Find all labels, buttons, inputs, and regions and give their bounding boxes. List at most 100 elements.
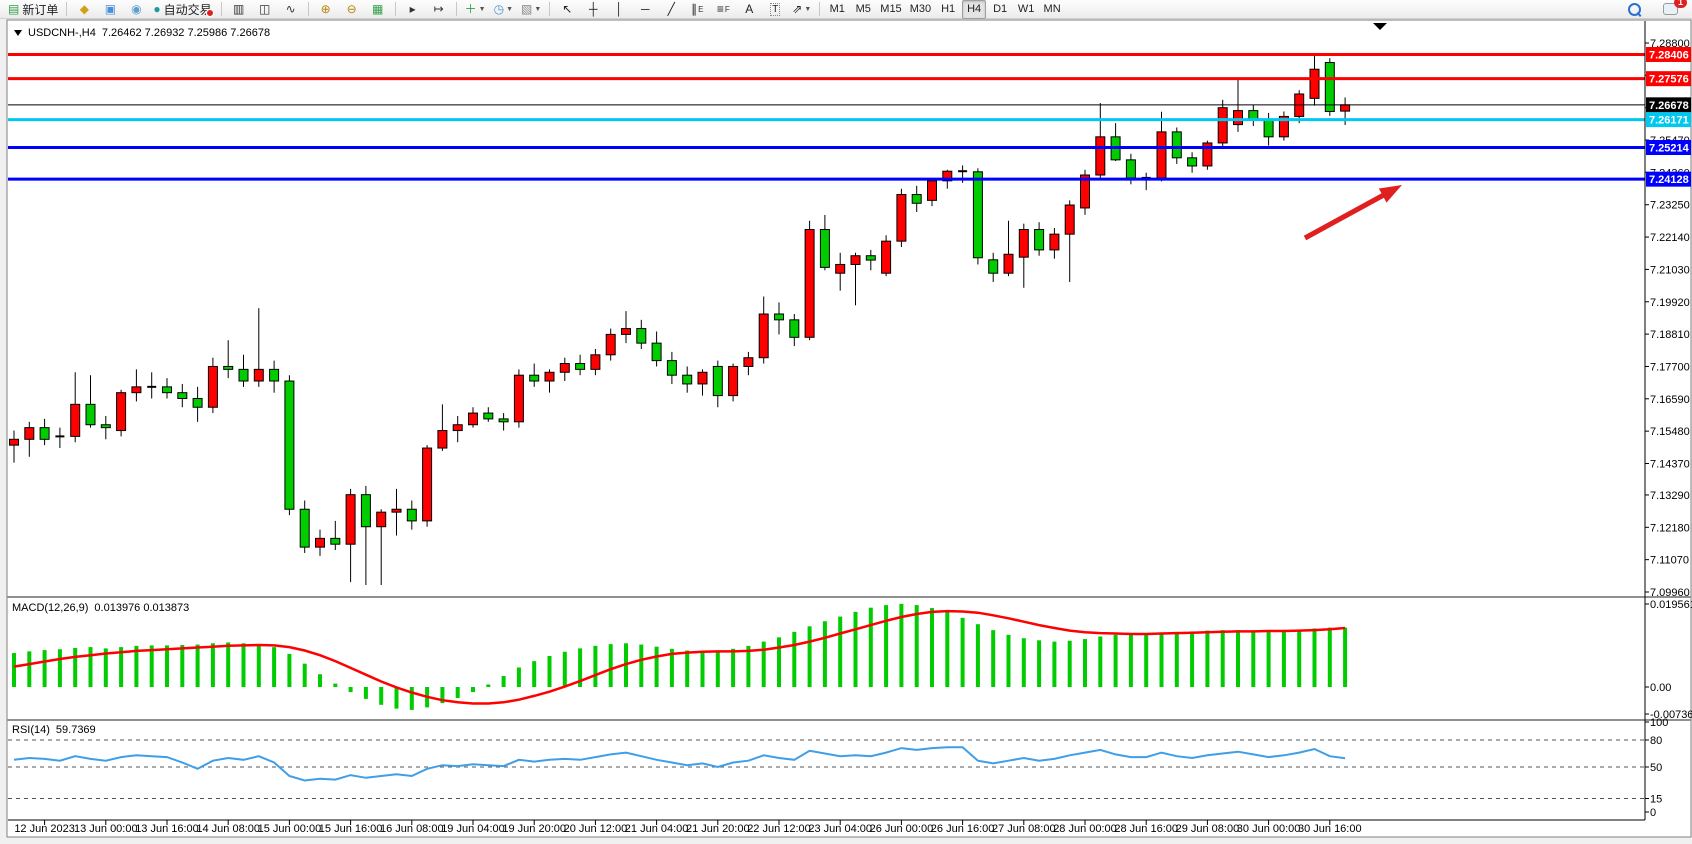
cursor-button[interactable]: ↖ (555, 0, 579, 19)
auto-scroll-button[interactable]: ▸ (401, 0, 425, 19)
toolbar-separator (549, 2, 551, 16)
text-button[interactable]: A (737, 0, 761, 19)
market-watch-button[interactable]: ▣ (98, 0, 122, 19)
tf-d1[interactable]: D1 (988, 0, 1012, 19)
horizontal-line-icon: ─ (641, 2, 650, 16)
tf-m1-label: M1 (829, 3, 845, 15)
svg-text:7.14370: 7.14370 (1650, 458, 1690, 470)
line-chart-button[interactable]: ∿ (279, 0, 303, 19)
svg-text:13 Jun 16:00: 13 Jun 16:00 (135, 823, 199, 835)
autotrading-button[interactable]: ● 自动交易 (150, 0, 214, 19)
chart-profile-button[interactable]: ◆ (72, 0, 96, 19)
svg-text:7.21030: 7.21030 (1650, 264, 1690, 276)
tf-m15[interactable]: M15 (877, 0, 904, 19)
arrows-button[interactable]: ⇗ ▼ (789, 0, 814, 19)
tf-h1-label: H1 (941, 3, 956, 15)
periods-dropdown-caret[interactable]: ▼ (506, 5, 513, 13)
macd-values: 0.013976 0.013873 (94, 602, 190, 614)
svg-text:27 Jun 08:00: 27 Jun 08:00 (992, 823, 1056, 835)
svg-text:12 Jun 2023: 12 Jun 2023 (14, 823, 75, 835)
candlestick-chart-icon: ◫ (258, 2, 271, 16)
chat-button[interactable]: 1 (1658, 0, 1687, 19)
zoom-in-button[interactable]: ⊕ (314, 0, 338, 19)
toolbar-separator (66, 2, 68, 16)
svg-text:7.23250: 7.23250 (1650, 200, 1690, 212)
equidistant-channel-button[interactable]: ∥ E (685, 0, 709, 19)
autotrading-label: 自动交易 (163, 2, 212, 17)
tile-windows-button[interactable]: ▦ (366, 0, 390, 19)
svg-text:30 Jun 00:00: 30 Jun 00:00 (1237, 823, 1301, 835)
search-button[interactable] (1622, 0, 1646, 19)
tf-m5-label: M5 (855, 3, 871, 15)
macd-signal-line (13, 609, 1346, 705)
svg-text:7.19920: 7.19920 (1650, 297, 1690, 309)
signals-button[interactable]: ◉ (124, 0, 148, 19)
svg-text:7.26171: 7.26171 (1649, 115, 1689, 127)
svg-text:0: 0 (1650, 807, 1656, 819)
templates-dropdown-caret[interactable]: ▼ (534, 5, 542, 13)
horizontal-line-button[interactable]: ─ (633, 0, 657, 19)
tf-m1[interactable]: M1 (825, 0, 849, 19)
collapse-icon[interactable] (14, 30, 22, 36)
indicators-dropdown-caret[interactable]: ▼ (478, 5, 486, 13)
svg-text:7.27576: 7.27576 (1649, 74, 1689, 86)
bar-chart-button[interactable]: ▥ (227, 0, 251, 19)
svg-text:20 Jun 12:00: 20 Jun 12:00 (564, 823, 628, 835)
svg-text:30 Jun 16:00: 30 Jun 16:00 (1298, 823, 1362, 835)
zoom-out-button[interactable]: ⊖ (340, 0, 364, 19)
candlestick-chart-button[interactable]: ◫ (253, 0, 277, 19)
svg-text:7.16590: 7.16590 (1650, 394, 1690, 406)
vertical-line-button[interactable]: │ (607, 0, 631, 19)
svg-text:-0.007367: -0.007367 (1650, 709, 1692, 721)
svg-text:29 Jun 08:00: 29 Jun 08:00 (1176, 823, 1240, 835)
svg-text:7.11070: 7.11070 (1650, 555, 1689, 567)
svg-text:13 Jun 00:00: 13 Jun 00:00 (74, 823, 138, 835)
chat-icon (1662, 3, 1678, 15)
svg-text:100: 100 (1650, 717, 1668, 729)
tf-w1[interactable]: W1 (1014, 0, 1038, 19)
tile-windows-icon: ▦ (371, 2, 384, 16)
rsi-line (13, 746, 1346, 782)
periods-button[interactable]: ◷ ▼ (491, 0, 516, 19)
indicators-button[interactable]: ＋ ▼ (462, 0, 489, 19)
macd-pane: 0.019561 0.00 -0.007367 (12, 599, 1692, 721)
fibonacci-button[interactable]: ≡ F (711, 0, 735, 19)
tf-m30[interactable]: M30 (907, 0, 934, 19)
trendline-button[interactable]: ╱ (659, 0, 683, 19)
svg-text:15: 15 (1650, 794, 1662, 806)
svg-text:19 Jun 04:00: 19 Jun 04:00 (441, 823, 505, 835)
text-label-button[interactable]: T (763, 0, 787, 19)
tf-mn-label: MN (1043, 3, 1061, 15)
chart-shift-button[interactable]: ↦ (427, 0, 451, 19)
vertical-line-icon: │ (615, 2, 624, 16)
crosshair-button[interactable]: ┼ (581, 0, 605, 19)
arrows-dropdown-caret[interactable]: ▼ (804, 5, 812, 13)
line-chart-icon: ∿ (285, 2, 296, 16)
zoom-out-icon: ⊖ (346, 2, 357, 16)
autotrading-stopped-dot (205, 8, 214, 17)
tf-mn[interactable]: MN (1040, 0, 1064, 19)
templates-button[interactable]: ▧ ▼ (518, 0, 544, 19)
svg-text:7.12180: 7.12180 (1650, 522, 1690, 534)
fibonacci-icon: ≡ (716, 2, 724, 16)
tf-w1-label: W1 (1017, 3, 1035, 15)
svg-text:7.22140: 7.22140 (1650, 232, 1690, 244)
tf-h4[interactable]: H4 (962, 0, 987, 19)
macd-name: MACD(12,26,9) (12, 602, 89, 614)
indicators-icon: ＋ (464, 2, 477, 16)
svg-text:15 Jun 16:00: 15 Jun 16:00 (319, 823, 383, 835)
svg-text:7.25214: 7.25214 (1649, 142, 1690, 154)
chart-symbol-period: USDCNH-,H4 (28, 27, 96, 39)
crosshair-icon: ┼ (589, 2, 598, 16)
chart-canvas[interactable]: 7.288007.276907.265807.254707.243607.232… (0, 19, 1692, 844)
new-order-icon: ▤ (8, 2, 20, 16)
svg-text:7.13290: 7.13290 (1650, 490, 1690, 502)
signals-icon: ◉ (131, 2, 142, 16)
tf-h1[interactable]: H1 (936, 0, 960, 19)
chart-ohlc-values: 7.26462 7.26932 7.25986 7.26678 (101, 27, 271, 39)
new-order-button[interactable]: ▤ 新订单 (5, 0, 61, 19)
trendline-icon: ╱ (667, 2, 675, 16)
tf-m5[interactable]: M5 (851, 0, 875, 19)
templates-icon: ▧ (521, 2, 533, 16)
